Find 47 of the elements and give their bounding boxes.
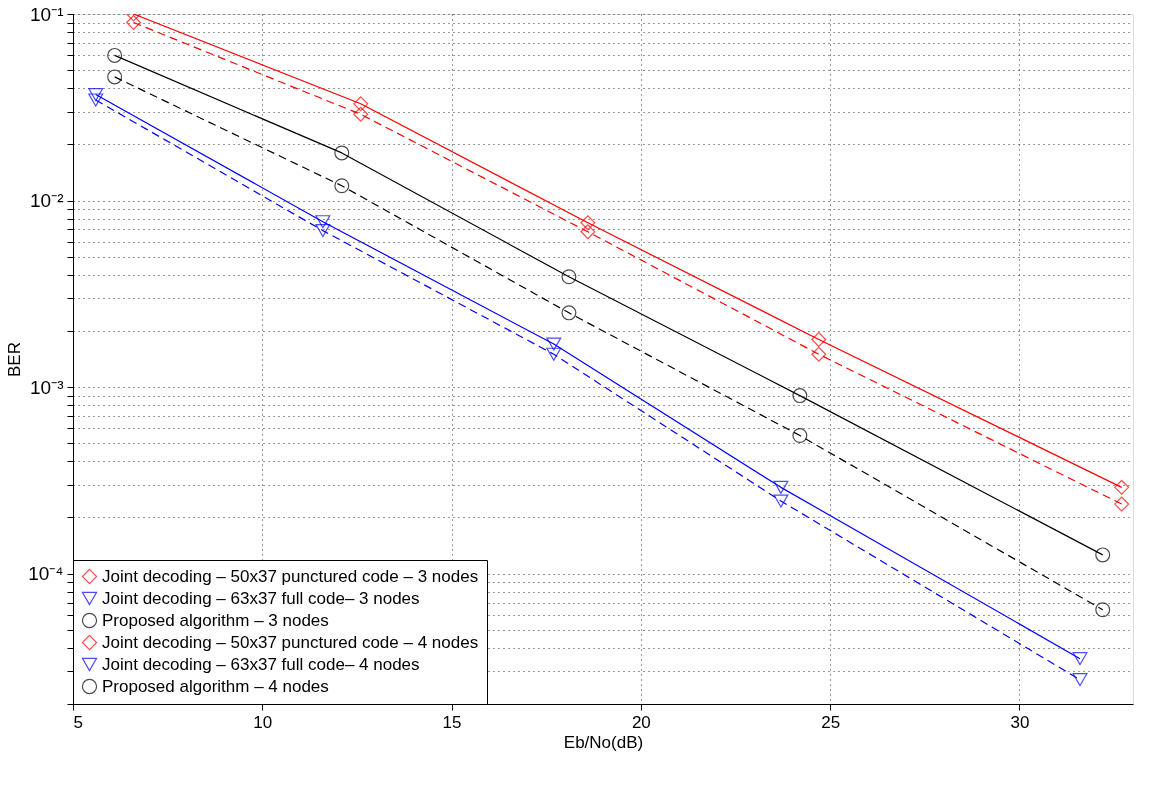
point (580, 224, 596, 240)
point (773, 480, 789, 494)
point (334, 178, 350, 194)
point (88, 87, 104, 102)
point (561, 269, 577, 285)
y-tick-label: 10⁻³ (30, 376, 64, 398)
legend-label: Joint decoding – 63x37 full code– 3 nodes (102, 588, 420, 608)
x-tick-label: 15 (442, 712, 462, 732)
x-axis-title: Eb/No(dB) (563, 732, 644, 752)
point (580, 215, 596, 231)
legend-label: Proposed algorithm – 4 nodes (102, 676, 329, 696)
legend-label: Joint decoding – 50x37 punctured code – 4 nodes (102, 632, 479, 652)
point (1095, 602, 1111, 618)
point (315, 224, 331, 238)
point (107, 69, 123, 85)
point (1072, 673, 1088, 687)
point (334, 145, 350, 161)
point (546, 347, 562, 361)
point (353, 106, 369, 122)
x-tick-label: 25 (821, 712, 841, 732)
x-tick-label: 30 (1010, 712, 1030, 732)
y-axis-title: BER (5, 342, 25, 377)
point (1114, 479, 1130, 495)
legend-label: Proposed algorithm – 3 nodes (102, 610, 329, 630)
point (792, 388, 808, 404)
point (811, 346, 827, 362)
point (546, 337, 562, 351)
point (811, 331, 827, 347)
point (773, 494, 789, 508)
x-tick-label: 5 (73, 712, 83, 732)
legend-label: Joint decoding – 63x37 full code– 4 nodes (102, 654, 420, 674)
y-tick-label: 10⁻¹ (30, 3, 64, 25)
point (315, 215, 331, 229)
point (107, 47, 123, 63)
point (1114, 496, 1130, 512)
point (353, 96, 369, 112)
point (561, 305, 577, 321)
point (88, 93, 104, 107)
point (1072, 652, 1088, 666)
y-tick-label: 10⁻² (30, 190, 64, 212)
x-tick-label: 10 (253, 712, 273, 732)
point (126, 15, 142, 31)
y-tick-label: 10⁻⁴ (28, 563, 64, 585)
point (792, 428, 808, 443)
point (1095, 547, 1111, 563)
x-tick-label: 20 (631, 712, 651, 732)
legend-label: Joint decoding – 50x37 punctured code – 3 nodes (102, 566, 479, 586)
